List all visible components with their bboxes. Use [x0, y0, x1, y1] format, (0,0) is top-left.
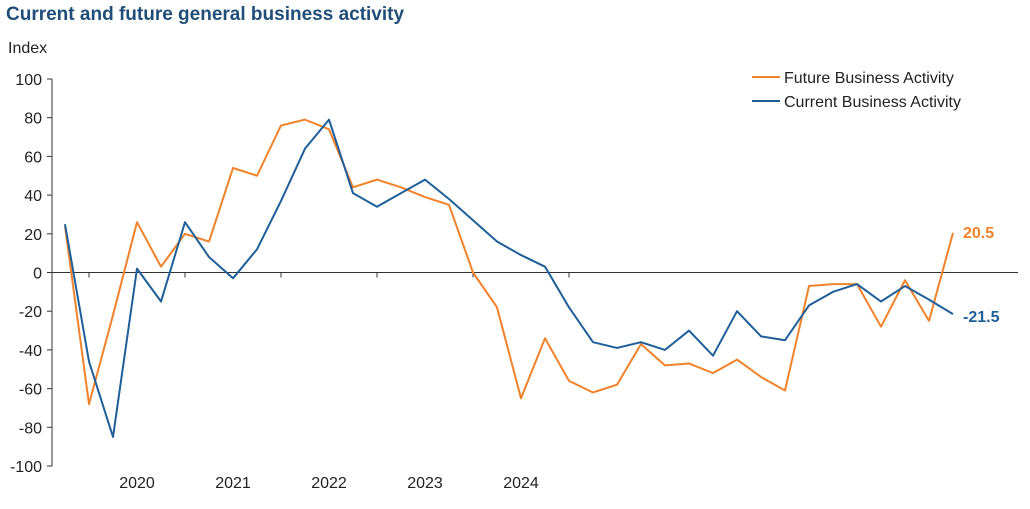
x-tick-label: 2022: [311, 475, 347, 492]
legend-label: Future Business Activity: [784, 70, 954, 87]
y-tick-label: 60: [24, 149, 42, 166]
y-tick-label: -100: [10, 459, 42, 476]
y-tick-label: 0: [33, 266, 42, 283]
y-tick-label: 100: [15, 72, 42, 89]
y-tick-label: -20: [19, 304, 42, 321]
y-tick-label: -80: [19, 420, 42, 437]
y-tick-label: 40: [24, 188, 42, 205]
y-tick-label: 80: [24, 111, 42, 128]
x-tick-label: 2023: [407, 475, 443, 492]
legend: Future Business Activity Current Business…: [752, 70, 961, 111]
legend-label: Current Business Activity: [784, 94, 961, 111]
axes: 100 80 60 40 20 0 -20 -40 -60 -80 -100 2020 2021 2022…: [10, 72, 1018, 492]
y-tick-label: 20: [24, 227, 42, 244]
chart-title: Current and future general business acti…: [6, 4, 405, 25]
end-value-label: 20.5: [963, 225, 994, 242]
y-tick-label: -40: [19, 343, 42, 360]
y-axis-label: Index: [8, 40, 48, 57]
x-tick-label: 2024: [503, 475, 539, 492]
series-line-future-business-activity: [64, 118, 954, 406]
x-tick-label: 2020: [119, 475, 155, 492]
series-line-current-business-activity: [64, 118, 954, 438]
end-labels: 20.5 -21.5: [963, 225, 1000, 326]
end-value-label: -21.5: [963, 309, 1000, 326]
series-layer: [64, 118, 954, 438]
x-tick-label: 2021: [215, 475, 251, 492]
y-tick-label: -60: [19, 382, 42, 399]
